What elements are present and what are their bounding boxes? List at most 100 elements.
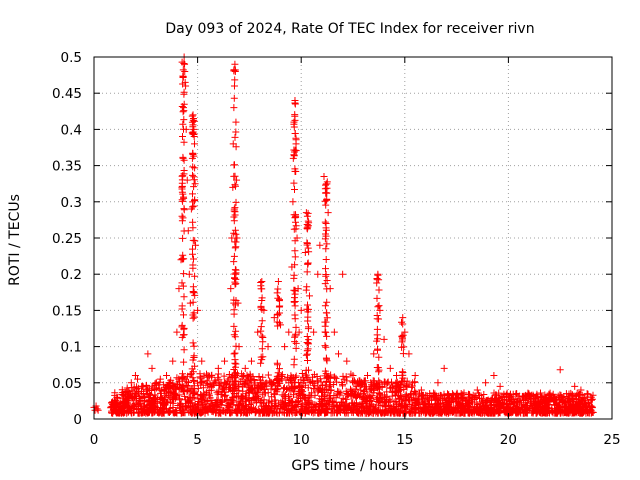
y-tick-label: 0.05 — [52, 376, 82, 392]
scatter-points — [90, 53, 595, 414]
data-point — [316, 241, 324, 249]
data-point — [521, 393, 529, 401]
data-point — [376, 306, 384, 314]
data-point — [260, 306, 268, 314]
data-point — [93, 405, 101, 413]
data-point — [115, 399, 123, 407]
data-point — [556, 366, 564, 374]
data-point — [322, 220, 330, 228]
data-point — [289, 198, 297, 206]
data-point — [370, 350, 378, 358]
data-point — [417, 386, 425, 394]
data-point — [274, 277, 282, 285]
y-tick-label: 0.4 — [61, 122, 82, 138]
data-point — [182, 125, 190, 133]
data-point — [204, 372, 212, 380]
data-point — [173, 328, 181, 336]
data-point — [227, 285, 235, 293]
data-point — [113, 393, 121, 401]
data-point — [229, 183, 237, 191]
x-tick-label: 10 — [293, 432, 310, 448]
data-point — [258, 277, 266, 285]
data-point — [156, 375, 164, 383]
data-point — [214, 364, 222, 372]
data-point — [184, 227, 192, 235]
data-point — [577, 386, 585, 394]
data-point — [192, 241, 200, 249]
data-point — [234, 299, 242, 307]
data-point — [562, 390, 570, 398]
data-point — [247, 357, 255, 365]
data-point — [380, 335, 388, 343]
data-point — [276, 321, 284, 329]
data-point — [401, 328, 409, 336]
data-point — [434, 379, 442, 387]
data-point — [188, 154, 196, 162]
data-point — [289, 154, 297, 162]
x-tick-label: 0 — [90, 432, 99, 448]
data-point — [144, 350, 152, 358]
y-tick-label: 0.45 — [52, 86, 82, 102]
data-point — [230, 104, 238, 112]
data-point — [181, 67, 189, 75]
data-point — [182, 82, 190, 90]
data-point — [148, 364, 156, 372]
y-tick-label: 0.5 — [61, 50, 82, 66]
dense-points — [107, 370, 597, 417]
axis-ticks: 0 5 10 15 20 25 0 0.05 0.1 0.15 0.2 0.25 0.3 0.35 0.4 0… — [52, 50, 621, 448]
data-point — [231, 60, 239, 68]
data-point — [405, 350, 413, 358]
x-tick-label: 25 — [603, 432, 620, 448]
data-point — [264, 343, 272, 351]
y-tick-label: 0.2 — [61, 267, 82, 283]
y-tick-label: 0.3 — [61, 195, 82, 211]
x-tick-label: 20 — [500, 432, 517, 448]
data-point — [232, 118, 240, 126]
data-point — [349, 372, 357, 380]
data-point — [119, 395, 127, 403]
data-point — [292, 140, 300, 148]
data-point — [457, 393, 465, 401]
x-tick-label: 5 — [193, 432, 202, 448]
data-point — [185, 270, 193, 278]
data-point — [127, 379, 135, 387]
data-point — [343, 357, 351, 365]
data-point — [314, 270, 322, 278]
data-point — [448, 390, 456, 398]
data-point — [330, 328, 338, 336]
data-point — [187, 205, 195, 213]
data-point — [235, 343, 243, 351]
spike-columns — [178, 58, 408, 393]
data-point — [513, 390, 521, 398]
data-point — [233, 176, 241, 184]
data-point — [111, 397, 119, 405]
data-point — [473, 386, 481, 394]
data-point — [134, 375, 142, 383]
data-point — [270, 314, 278, 322]
data-point — [183, 176, 191, 184]
data-point — [295, 328, 303, 336]
data-point — [305, 292, 313, 300]
data-point — [334, 350, 342, 358]
data-point — [131, 372, 139, 380]
gridlines — [94, 57, 612, 419]
data-point — [303, 212, 311, 220]
data-point — [411, 372, 419, 380]
data-point — [210, 379, 218, 387]
data-point — [496, 382, 504, 390]
data-point — [189, 115, 197, 123]
data-point — [229, 140, 237, 148]
y-tick-label: 0 — [73, 412, 82, 428]
data-point — [175, 285, 183, 293]
data-point — [290, 118, 298, 126]
x-tick-label: 15 — [396, 432, 413, 448]
data-point — [163, 372, 171, 380]
data-point — [490, 372, 498, 380]
data-point — [399, 314, 407, 322]
data-point — [138, 382, 146, 390]
data-point — [241, 364, 249, 372]
data-point — [364, 372, 372, 380]
data-point — [191, 180, 199, 188]
dense-scatter-band — [107, 58, 597, 417]
data-point — [357, 379, 365, 387]
